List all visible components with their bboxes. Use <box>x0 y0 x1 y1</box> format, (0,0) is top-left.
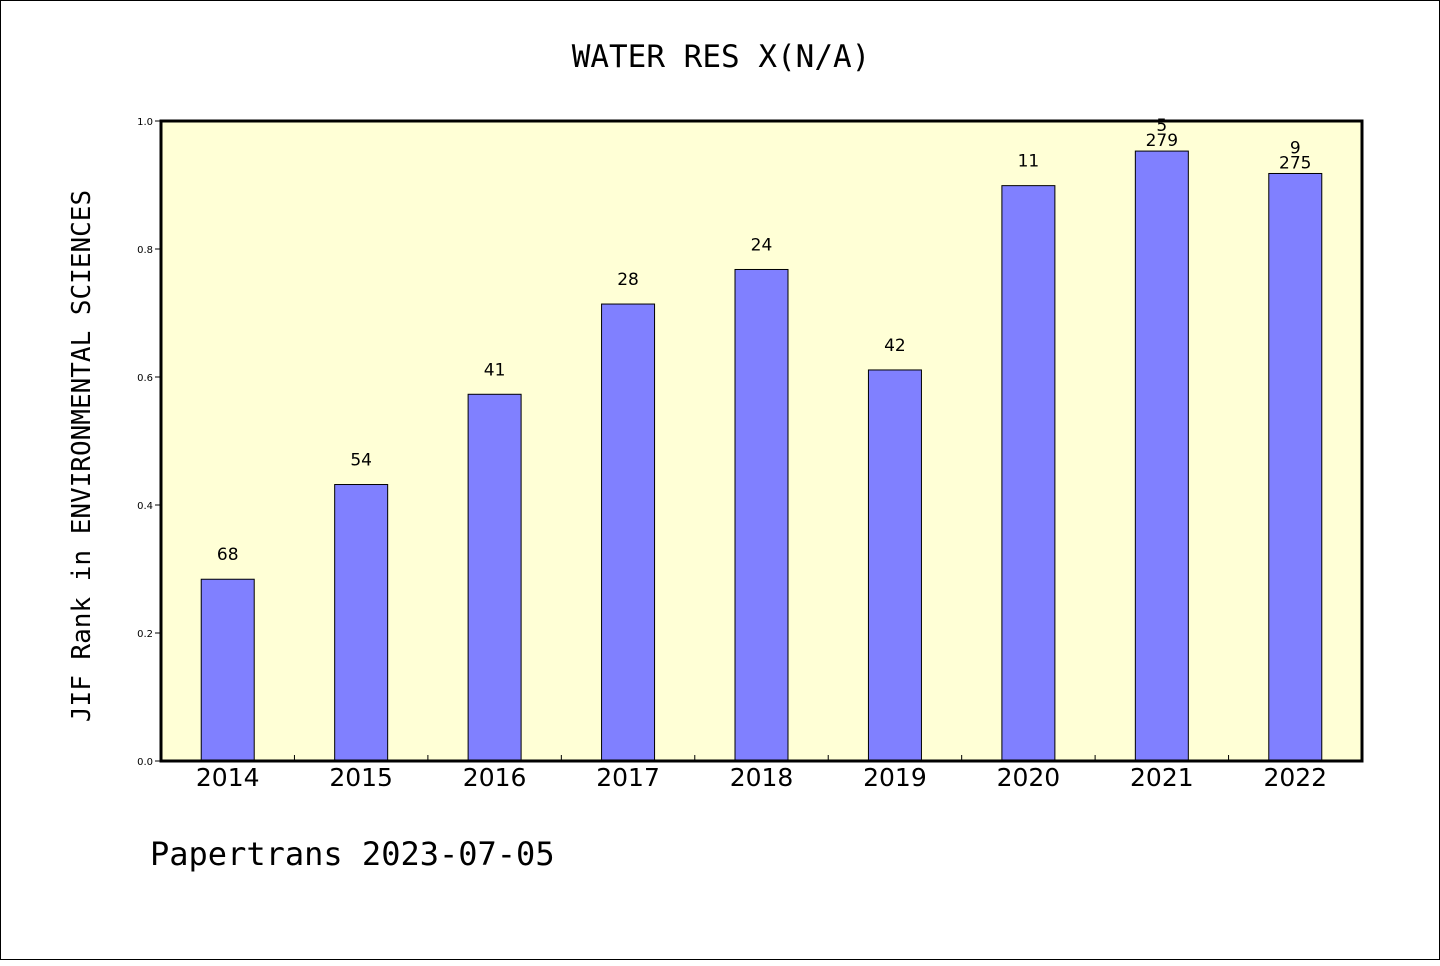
rank-label-2019: 42 <box>884 336 906 356</box>
rank-label-2015: 54 <box>350 451 372 471</box>
x-tick-label-2014: 2014 <box>196 763 260 792</box>
y-tick-label: 0.2 <box>137 629 153 640</box>
rank-label-2017: 28 <box>617 270 639 290</box>
y-tick-label: 0.4 <box>137 501 153 512</box>
bar-series <box>200 150 1323 762</box>
plot-border <box>159 119 1364 763</box>
bar-2017 <box>601 303 656 762</box>
bar-2015 <box>334 484 389 762</box>
rank-label-2016: 41 <box>484 360 506 380</box>
rank-label-2020: 11 <box>1018 152 1040 172</box>
x-tick-label-2017: 2017 <box>596 763 660 792</box>
bar-2021 <box>1134 150 1189 762</box>
rank-label-2021: 5 <box>1156 116 1167 136</box>
x-tick-label-2020: 2020 <box>997 763 1061 792</box>
y-axis-label: JIF Rank in ENVIRONMENTAL SCIENCES <box>67 190 97 722</box>
bar-2022 <box>1268 172 1323 762</box>
x-axis: 2014 2015 2016 2017 2018 2019 2020 2021 2022 <box>196 755 1327 792</box>
bar-2016 <box>467 393 522 762</box>
y-tick-label: 0.0 <box>137 757 153 768</box>
rank-label-2014: 68 <box>217 545 239 565</box>
total-label-2022: 275 <box>1279 153 1311 173</box>
rank-label-2022: 9 <box>1290 138 1301 158</box>
y-tick-label: 1.0 <box>137 117 153 128</box>
bar-2014 <box>200 578 255 762</box>
chart-title: WATER RES X(N/A) <box>572 39 871 75</box>
x-tick-label-2019: 2019 <box>863 763 927 792</box>
bar-2020 <box>1001 185 1056 762</box>
x-tick-label-2018: 2018 <box>730 763 794 792</box>
x-tick-label-2015: 2015 <box>329 763 393 792</box>
y-axis: 0.0 0.2 0.4 0.6 0.8 1.0 <box>137 117 161 768</box>
total-label-2021: 279 <box>1146 131 1178 151</box>
x-tick-label-2021: 2021 <box>1130 763 1194 792</box>
x-tick-label-2022: 2022 <box>1263 763 1327 792</box>
bar-2018 <box>734 268 789 762</box>
y-tick-label: 0.8 <box>137 245 153 256</box>
bar-2019 <box>867 369 922 762</box>
footer-credit: Papertrans 2023-07-05 <box>150 835 555 873</box>
rank-label-2018: 24 <box>751 235 773 255</box>
x-tick-label-2016: 2016 <box>463 763 527 792</box>
y-tick-label: 0.6 <box>137 373 153 384</box>
